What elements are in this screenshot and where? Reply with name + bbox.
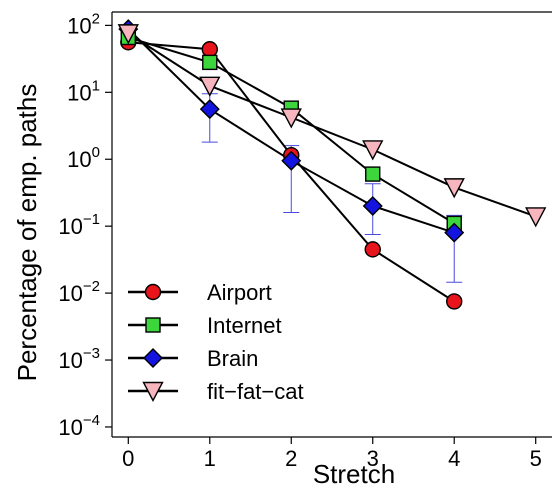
legend-label-internet: Internet <box>207 313 282 338</box>
data-point-brain <box>199 99 220 120</box>
x-tick-label: 2 <box>285 446 297 471</box>
data-point-fit-fat-cat <box>280 108 302 129</box>
data-point-brain <box>444 222 465 243</box>
data-point-airport <box>364 241 381 258</box>
legend-label-brain: Brain <box>207 346 258 371</box>
data-point-airport <box>446 293 463 310</box>
data-point-fit-fat-cat <box>362 140 384 161</box>
legend-marker-brain <box>143 348 163 368</box>
legend-marker-fit-fat-cat <box>142 381 164 402</box>
y-tick-label: 101 <box>67 77 100 105</box>
x-tick-label: 3 <box>367 446 379 471</box>
legend-label-fit-fat-cat: fit−fat−cat <box>207 379 304 404</box>
data-point-internet <box>365 166 381 182</box>
data-point-fit-fat-cat <box>443 178 465 199</box>
data-point-airport <box>201 41 218 58</box>
y-tick-label: 10−3 <box>58 345 100 373</box>
y-tick-label: 10−1 <box>58 211 100 239</box>
x-tick-label: 4 <box>448 446 460 471</box>
y-tick-label: 102 <box>67 10 100 38</box>
legend-label-airport: Airport <box>207 280 272 305</box>
x-axis-title: Stretch <box>313 459 395 489</box>
x-tick-label: 1 <box>204 446 216 471</box>
data-point-brain <box>281 150 302 171</box>
legend-marker-airport <box>144 283 162 301</box>
y-tick-label: 10−4 <box>58 412 100 440</box>
data-point-brain <box>362 196 383 217</box>
data-point-fit-fat-cat <box>199 76 221 97</box>
data-point-fit-fat-cat <box>525 207 547 228</box>
y-axis-title: Percentage of emp. paths <box>12 84 42 382</box>
x-tick-label: 0 <box>122 446 134 471</box>
legend-marker-internet <box>145 317 161 333</box>
y-tick-label: 100 <box>67 144 100 172</box>
data-point-fit-fat-cat <box>117 24 139 45</box>
y-tick-label: 10−2 <box>58 278 100 306</box>
data-point-internet <box>202 54 218 71</box>
series-line-fit-fat-cat <box>127 32 537 218</box>
x-tick-label: 5 <box>530 446 542 471</box>
